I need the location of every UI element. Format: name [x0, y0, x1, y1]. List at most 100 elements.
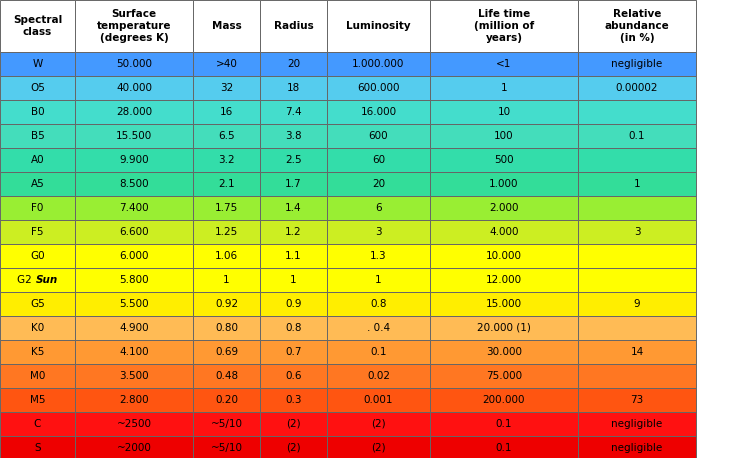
- Text: 6.000: 6.000: [119, 251, 148, 261]
- Bar: [578, 76, 696, 100]
- Bar: [260, 148, 327, 172]
- Text: K5: K5: [31, 347, 44, 357]
- Text: 1.4: 1.4: [285, 203, 302, 213]
- Bar: [75, 52, 193, 76]
- Text: 0.001: 0.001: [364, 395, 393, 405]
- Bar: [75, 244, 193, 268]
- Bar: [327, 364, 430, 388]
- Bar: [0, 196, 75, 220]
- Text: 0.69: 0.69: [215, 347, 238, 357]
- Text: Luminosity: Luminosity: [346, 21, 411, 31]
- Text: 7.4: 7.4: [285, 107, 302, 117]
- Text: 1: 1: [375, 275, 381, 285]
- Bar: [193, 268, 260, 292]
- Text: 0.1: 0.1: [370, 347, 387, 357]
- Text: 0.8: 0.8: [370, 299, 387, 309]
- Bar: [0, 436, 75, 458]
- Bar: [0, 148, 75, 172]
- Bar: [578, 52, 696, 76]
- Text: O5: O5: [30, 83, 45, 93]
- Text: 1: 1: [634, 179, 640, 189]
- Bar: [327, 388, 430, 412]
- Bar: [75, 196, 193, 220]
- Text: 4.100: 4.100: [119, 347, 148, 357]
- Text: 2.000: 2.000: [490, 203, 519, 213]
- Bar: [193, 436, 260, 458]
- Bar: [260, 172, 327, 196]
- Bar: [260, 0, 327, 52]
- Bar: [430, 292, 578, 316]
- Bar: [578, 316, 696, 340]
- Bar: [327, 316, 430, 340]
- Text: 60: 60: [372, 155, 385, 165]
- Bar: [75, 268, 193, 292]
- Text: 1.75: 1.75: [215, 203, 238, 213]
- Bar: [0, 0, 75, 52]
- Text: 2.800: 2.800: [119, 395, 148, 405]
- Bar: [430, 388, 578, 412]
- Bar: [75, 316, 193, 340]
- Text: G2: G2: [18, 275, 35, 285]
- Bar: [193, 124, 260, 148]
- Bar: [0, 244, 75, 268]
- Bar: [578, 196, 696, 220]
- Bar: [0, 124, 75, 148]
- Bar: [260, 436, 327, 458]
- Bar: [75, 388, 193, 412]
- Text: 100: 100: [494, 131, 514, 141]
- Bar: [75, 0, 193, 52]
- Text: K0: K0: [31, 323, 44, 333]
- Text: 10.000: 10.000: [486, 251, 522, 261]
- Text: 3: 3: [634, 227, 640, 237]
- Bar: [430, 0, 578, 52]
- Text: 0.80: 0.80: [215, 323, 238, 333]
- Text: 10: 10: [498, 107, 511, 117]
- Bar: [327, 292, 430, 316]
- Bar: [260, 388, 327, 412]
- Bar: [327, 244, 430, 268]
- Bar: [75, 340, 193, 364]
- Text: S: S: [35, 443, 41, 453]
- Bar: [260, 100, 327, 124]
- Bar: [0, 388, 75, 412]
- Text: 3.500: 3.500: [119, 371, 148, 381]
- Text: (2): (2): [371, 443, 386, 453]
- Text: 50.000: 50.000: [116, 59, 152, 69]
- Bar: [430, 52, 578, 76]
- Text: 1.000.000: 1.000.000: [352, 59, 405, 69]
- Text: 1: 1: [223, 275, 230, 285]
- Bar: [578, 244, 696, 268]
- Bar: [75, 76, 193, 100]
- Bar: [193, 220, 260, 244]
- Text: 28.000: 28.000: [116, 107, 152, 117]
- Text: . 0.4: . 0.4: [367, 323, 390, 333]
- Text: 9.900: 9.900: [119, 155, 148, 165]
- Bar: [193, 148, 260, 172]
- Text: 20: 20: [372, 179, 385, 189]
- Bar: [260, 196, 327, 220]
- Text: 0.9: 0.9: [285, 299, 302, 309]
- Text: (2): (2): [286, 443, 301, 453]
- Bar: [430, 412, 578, 436]
- Bar: [430, 172, 578, 196]
- Bar: [75, 148, 193, 172]
- Text: 1.06: 1.06: [215, 251, 238, 261]
- Text: B5: B5: [31, 131, 44, 141]
- Text: 16.000: 16.000: [360, 107, 397, 117]
- Bar: [327, 124, 430, 148]
- Text: 1.1: 1.1: [285, 251, 302, 261]
- Bar: [327, 268, 430, 292]
- Bar: [193, 196, 260, 220]
- Text: 1.25: 1.25: [215, 227, 238, 237]
- Bar: [0, 412, 75, 436]
- Text: 15.000: 15.000: [486, 299, 522, 309]
- Bar: [0, 292, 75, 316]
- Bar: [193, 340, 260, 364]
- Text: 0.1: 0.1: [495, 419, 512, 429]
- Bar: [260, 124, 327, 148]
- Bar: [0, 172, 75, 196]
- Bar: [327, 436, 430, 458]
- Text: M0: M0: [30, 371, 45, 381]
- Text: M5: M5: [29, 395, 46, 405]
- Bar: [193, 388, 260, 412]
